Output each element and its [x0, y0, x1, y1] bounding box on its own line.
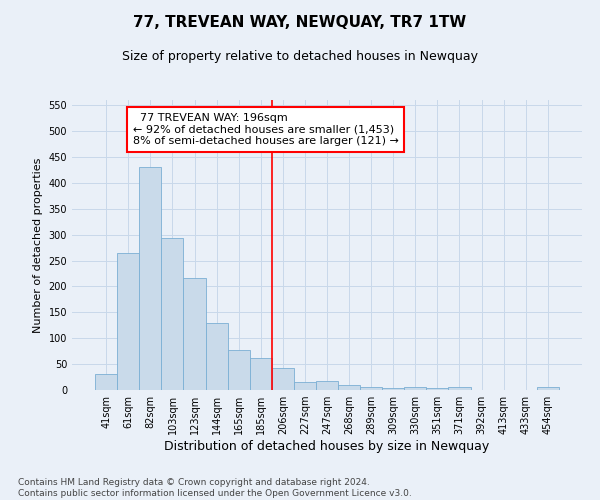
Bar	[206, 322, 227, 390]
Y-axis label: Number of detached properties: Number of detached properties	[33, 158, 43, 332]
Bar	[404, 388, 427, 390]
Bar	[272, 368, 294, 390]
Bar	[250, 358, 272, 390]
Bar	[95, 374, 117, 390]
Bar	[338, 385, 360, 390]
Bar	[448, 388, 470, 390]
Bar	[227, 350, 250, 390]
Bar	[537, 388, 559, 390]
Bar	[161, 238, 184, 390]
Bar	[294, 382, 316, 390]
Text: 77 TREVEAN WAY: 196sqm
← 92% of detached houses are smaller (1,453)
8% of semi-d: 77 TREVEAN WAY: 196sqm ← 92% of detached…	[133, 113, 398, 146]
Bar	[360, 388, 382, 390]
Bar	[184, 278, 206, 390]
X-axis label: Distribution of detached houses by size in Newquay: Distribution of detached houses by size …	[164, 440, 490, 453]
Bar	[382, 388, 404, 390]
Text: Size of property relative to detached houses in Newquay: Size of property relative to detached ho…	[122, 50, 478, 63]
Bar	[427, 388, 448, 390]
Bar	[117, 253, 139, 390]
Text: 77, TREVEAN WAY, NEWQUAY, TR7 1TW: 77, TREVEAN WAY, NEWQUAY, TR7 1TW	[133, 15, 467, 30]
Text: Contains HM Land Registry data © Crown copyright and database right 2024.
Contai: Contains HM Land Registry data © Crown c…	[18, 478, 412, 498]
Bar	[139, 168, 161, 390]
Bar	[316, 380, 338, 390]
